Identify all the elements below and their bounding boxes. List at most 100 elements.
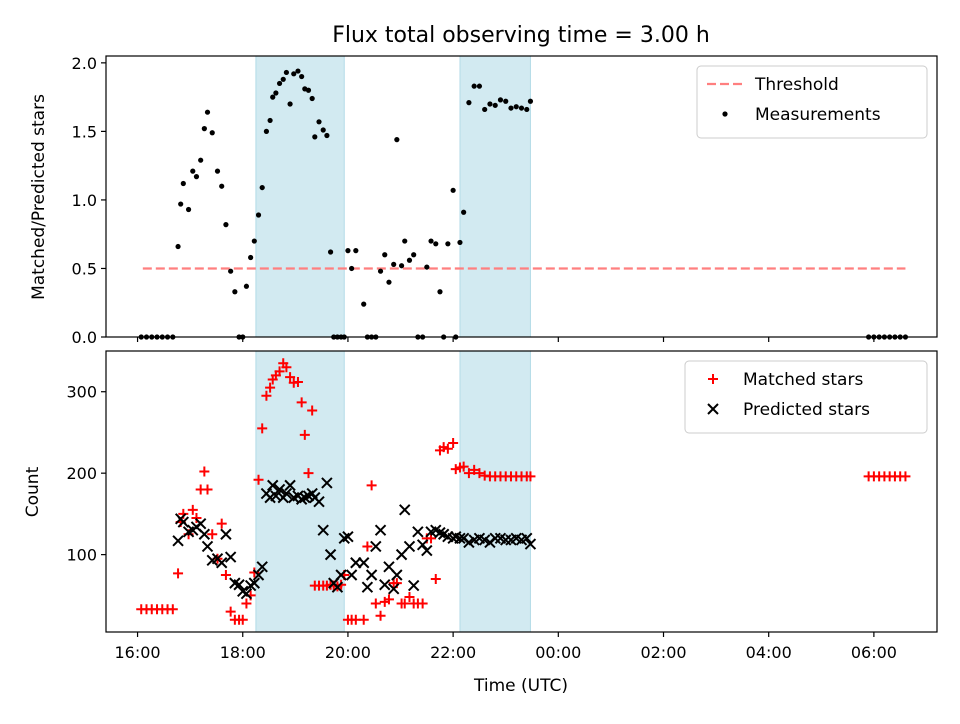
y-tick-label: 1.5 (72, 122, 97, 141)
measurement-point (312, 134, 318, 140)
predicted-star-point (342, 530, 354, 543)
matched-star-point (303, 468, 314, 479)
x-tick-label: 16:00 (115, 643, 161, 662)
x-tick-label: 18:00 (220, 643, 266, 662)
predicted-star-point (399, 504, 411, 516)
measurement-point (214, 168, 221, 174)
legend-box (696, 65, 928, 139)
x-tick-label: 04:00 (746, 643, 792, 662)
predicted-star-point (421, 544, 433, 557)
measurement-point (276, 80, 283, 87)
predicted-star-point (295, 493, 308, 505)
predicted-star-point (313, 495, 325, 508)
predicted-star-point (321, 477, 333, 489)
matched-star-point (362, 541, 373, 552)
matched-star-point (207, 529, 218, 540)
matched-star-point (299, 429, 310, 440)
matched-star-point (442, 443, 453, 454)
matched-star-point (265, 382, 276, 393)
matched-star-point (199, 466, 210, 477)
measurement-point (508, 105, 514, 111)
matched-star-point (448, 438, 459, 449)
measurement-point (518, 105, 525, 111)
measurement-point (305, 87, 312, 93)
measurement-point (437, 289, 443, 295)
measurement-point (180, 180, 186, 187)
measurement-point (273, 90, 279, 96)
matched-star-point (241, 598, 252, 609)
matched-star-point (525, 471, 536, 482)
measurement-point (487, 101, 493, 107)
y-tick-label: 0.0 (72, 328, 97, 347)
x-tick-label: 02:00 (640, 643, 686, 662)
measurement-point (345, 248, 351, 254)
matched-star-point (383, 594, 394, 605)
x-axis-label: Time (UTC) (473, 676, 568, 696)
y-tick-label: 300 (66, 383, 97, 402)
y-tick-label: 200 (66, 464, 97, 483)
predicted-star-point (370, 540, 382, 553)
predicted-star-point (198, 528, 211, 540)
measurement-point (299, 73, 305, 80)
measurement-point (476, 83, 483, 89)
measurement-point (251, 238, 257, 244)
predicted-star-point (361, 581, 374, 593)
measurement-point (353, 248, 359, 254)
measurement-point (461, 209, 467, 215)
measurement-point (327, 249, 334, 255)
x-tick-label: 22:00 (430, 643, 476, 662)
predicted-star-point (273, 483, 286, 496)
predicted-star-point (324, 548, 337, 561)
matched-star-point (296, 397, 307, 408)
measurement-point (503, 98, 509, 104)
matched-star-point (167, 604, 178, 615)
predicted-star-point (224, 551, 237, 563)
predicted-star-point (391, 569, 403, 581)
measurement-point (361, 301, 367, 307)
measurement-point (248, 254, 254, 261)
predicted-star-point (412, 526, 424, 538)
shaded-interval (459, 55, 531, 338)
legend-matched-swatch (708, 374, 718, 384)
legend: Threshold Measurements (696, 65, 928, 139)
predicted-star-point (403, 540, 416, 553)
predicted-star-point (345, 569, 358, 581)
chart-title: Flux total observing time = 3.00 h (332, 23, 710, 48)
predicted-star-point (521, 532, 533, 545)
measurement-point (433, 241, 439, 247)
measurement-point (411, 252, 417, 258)
predicted-star-point (387, 583, 400, 595)
panel-count: 100 200 300 16:00 18:00 20:00 22:00 00:00 02:00 0… (66, 350, 938, 662)
predicted-star-point (379, 579, 391, 591)
matched-star-point (225, 606, 236, 617)
measurement-point (209, 130, 215, 136)
measurement-point (201, 126, 207, 132)
matched-star-point (307, 405, 318, 416)
measurement-point (527, 98, 534, 104)
legend-label: Matched stars (743, 370, 863, 390)
matched-star-point (261, 390, 272, 401)
y-tick-label: 0.5 (72, 259, 97, 278)
matched-star-point (375, 610, 386, 621)
matched-star-point (404, 591, 415, 602)
x-tick-label: 00:00 (535, 643, 581, 662)
matched-star-point (253, 474, 264, 485)
matched-star-point (474, 468, 485, 479)
measurement-point (524, 106, 530, 113)
shaded-interval (255, 55, 345, 338)
predicted-star-point (416, 539, 429, 551)
matched-star-point (187, 504, 198, 515)
matched-star-point (417, 598, 428, 609)
matched-star-point (202, 484, 213, 495)
series-predicted-stars (172, 477, 537, 600)
measurement-point (287, 101, 293, 107)
measurement-point (482, 106, 488, 113)
plot-layer: 0.0 0.5 1.0 1.5 2.0 Threshold Measurements 100 2… (66, 54, 938, 662)
measurement-point (178, 201, 184, 207)
measurement-point (386, 279, 392, 285)
measurement-point (471, 83, 477, 89)
matched-star-point (458, 461, 469, 472)
measurement-point (291, 71, 297, 77)
panel-ratio: 0.0 0.5 1.0 1.5 2.0 Threshold Measurements (72, 54, 938, 347)
